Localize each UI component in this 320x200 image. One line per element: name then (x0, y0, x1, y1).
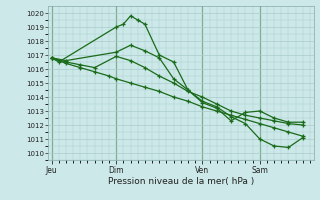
X-axis label: Pression niveau de la mer( hPa ): Pression niveau de la mer( hPa ) (108, 177, 254, 186)
